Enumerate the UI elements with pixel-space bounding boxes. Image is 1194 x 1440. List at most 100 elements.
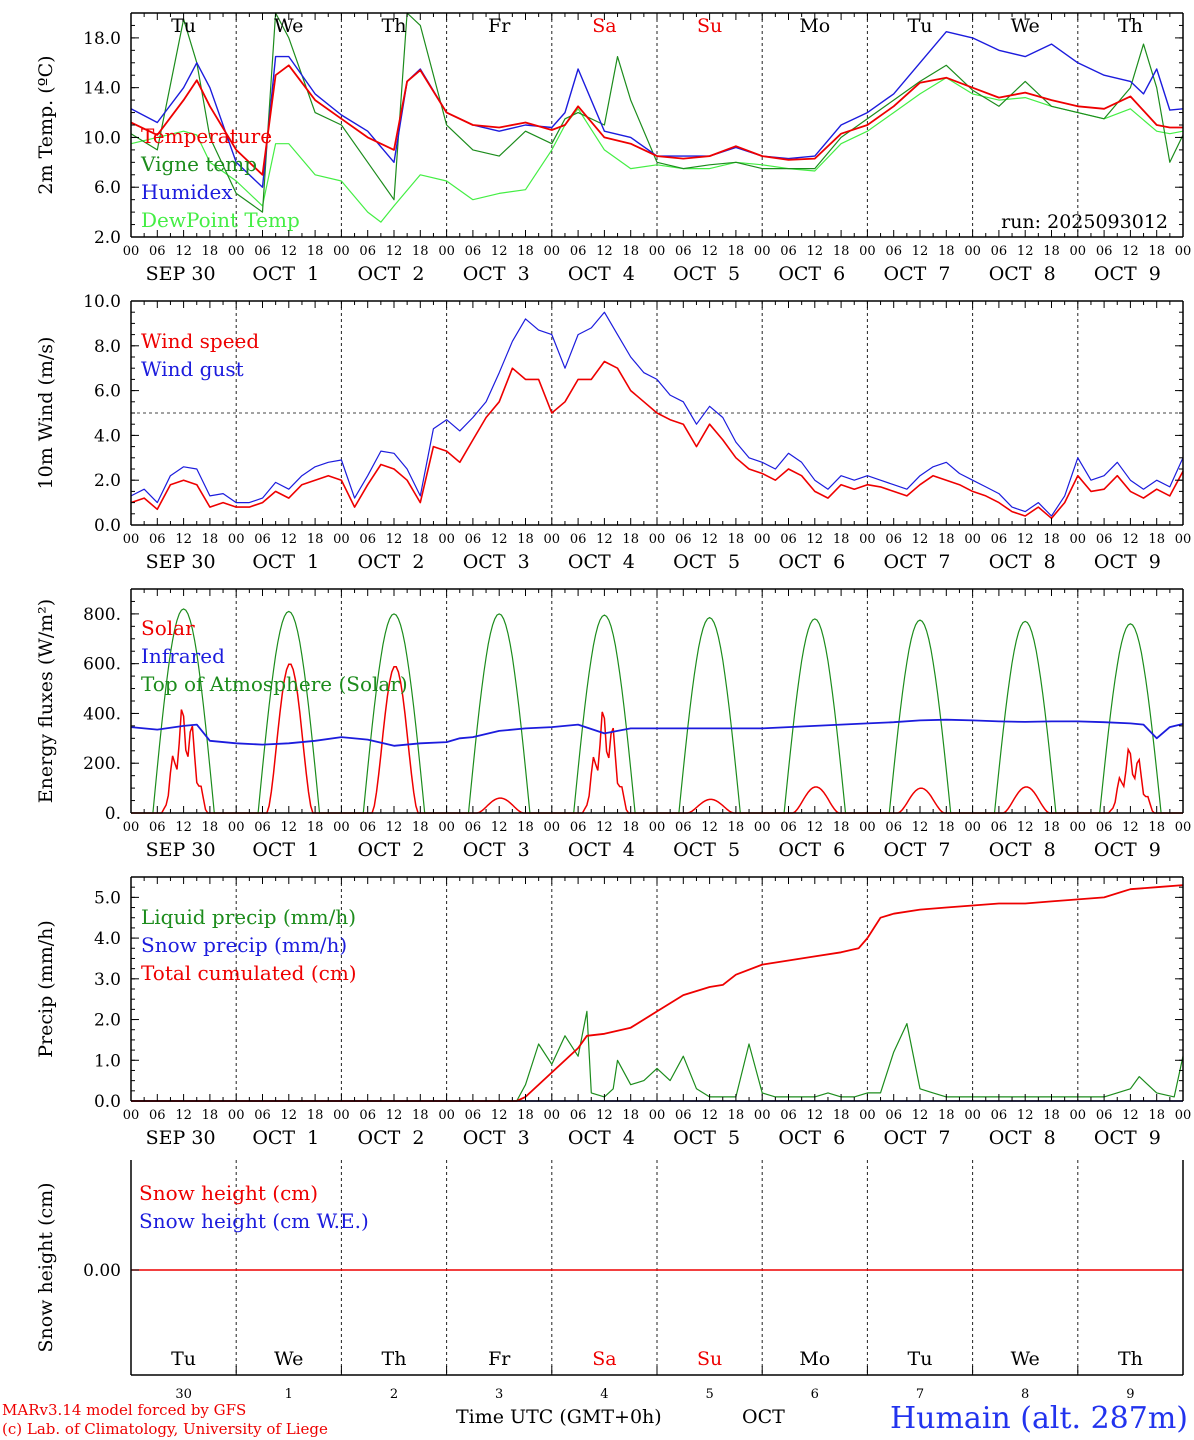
panel-1-hour-label: 06: [991, 244, 1008, 259]
panel-1-hour-label: 12: [281, 244, 298, 259]
series-wind-gust: [130, 311, 1184, 517]
panel-4-hour-label: 00: [1175, 1108, 1192, 1123]
panel-4-hour-label: 06: [465, 1108, 482, 1123]
bottom-day-label: Sa: [592, 1348, 616, 1370]
panel-4-hour-label: 18: [202, 1108, 219, 1123]
series-wind-speed: [130, 360, 1184, 520]
panel-2-legend-2: Wind gust: [141, 357, 244, 381]
bottom-day-number: 4: [600, 1387, 608, 1402]
panel-1-hour-label: 00: [754, 244, 771, 259]
panel-2-hour-label: 12: [386, 532, 403, 547]
panel-2-hour-label: 18: [728, 532, 745, 547]
panel-3-hour-label: 12: [807, 820, 824, 835]
panel-2-date-label: OCT 3: [463, 551, 530, 573]
month-label: OCT: [742, 1406, 785, 1428]
top-day-label: Mo: [799, 15, 830, 37]
panel-3-hour-label: 12: [491, 820, 508, 835]
bottom-day-number: 8: [1021, 1387, 1029, 1402]
panel-2-hour-label: 12: [1122, 532, 1139, 547]
panel-1-y-tick-label: 2.0: [94, 228, 121, 248]
panel-1-date-label: OCT 2: [358, 263, 425, 285]
panel-2-hour-label: 18: [307, 532, 324, 547]
panel-1-date-label: OCT 9: [1094, 263, 1161, 285]
panel-2-date-label: OCT 9: [1094, 551, 1161, 573]
panel-2-hour-label: 00: [649, 532, 666, 547]
panel-2-hour-label: 18: [1043, 532, 1060, 547]
panel-2-y-tick-label: 0.0: [94, 516, 121, 536]
bottom-day-label: We: [1011, 1348, 1040, 1370]
bottom-day-label: Tu: [908, 1348, 933, 1370]
panel-2-date-label: OCT 8: [989, 551, 1056, 573]
frame-layer: [130, 12, 1184, 1376]
panel-3-legend-3: Top of Atmosphere (Solar): [141, 672, 408, 696]
panel-1-hour-label: 06: [675, 244, 692, 259]
panel-2-hour-label: 00: [1175, 532, 1192, 547]
panel-4-hour-label: 18: [622, 1108, 639, 1123]
panel-3-legend-1: Solar: [141, 616, 195, 640]
panel-2-hour-label: 12: [491, 532, 508, 547]
bottom-day-label: Su: [697, 1348, 722, 1370]
panel-1-hour-label: 00: [333, 244, 350, 259]
panel-4-hour-label: 12: [491, 1108, 508, 1123]
panel-1-hour-label: 18: [622, 244, 639, 259]
bottom-day-number: 6: [811, 1387, 819, 1402]
panel-3-hour-label: 12: [281, 820, 298, 835]
bottom-day-number: 1: [285, 1387, 293, 1402]
panel-1-hour-label: 00: [123, 244, 140, 259]
panel-4-hour-label: 18: [833, 1108, 850, 1123]
panel-1-legend-3: Humidex: [141, 180, 233, 204]
panel-3-date-label: OCT 5: [673, 839, 740, 861]
panel-3-date-label: OCT 9: [1094, 839, 1161, 861]
panel-4-hour-label: 18: [412, 1108, 429, 1123]
panel-3-y-tick-label: 200.: [83, 754, 121, 774]
panel-1-hour-label: 12: [386, 244, 403, 259]
panel-4-date-label: OCT 8: [989, 1127, 1056, 1149]
panel-4-hour-label: 18: [938, 1108, 955, 1123]
top-day-label: We: [274, 15, 303, 37]
panel-4-hour-label: 00: [438, 1108, 455, 1123]
panel-1-hour-label: 00: [649, 244, 666, 259]
panel-3-y-tick-label: 800.: [83, 605, 121, 625]
panel-5-y-tick-label: 0.00: [83, 1261, 121, 1281]
series-liquid-precip-mm-h: [131, 1010, 1184, 1102]
panel-1-hour-label: 18: [307, 244, 324, 259]
panel-3-hour-label: 00: [754, 820, 771, 835]
panel-2-hour-label: 00: [964, 532, 981, 547]
panel-1-y-axis-title: 2m Temp. (ºC): [35, 55, 57, 194]
panel-1-date-label: OCT 1: [252, 263, 319, 285]
panel-2-date-label: OCT 6: [778, 551, 845, 573]
panel-4-y-tick-label: 2.0: [94, 1011, 121, 1031]
panel-1-hour-label: 06: [465, 244, 482, 259]
panel-1-hour-label: 00: [228, 244, 245, 259]
panel-1-hour-label: 12: [807, 244, 824, 259]
panel-4-y-axis-title: Precip (mm/h): [35, 920, 57, 1058]
panel-3-date-label: OCT 4: [568, 839, 635, 861]
bottom-day-number: 7: [916, 1387, 924, 1402]
series-temperature: [130, 64, 1183, 176]
panel-3-hour-label: 12: [386, 820, 403, 835]
panel-2-date-label: OCT 7: [884, 551, 951, 573]
panel-3-hour-label: 12: [596, 820, 613, 835]
panel-1-hour-label: 00: [544, 244, 561, 259]
panel-2-hour-label: 12: [596, 532, 613, 547]
panel-2-hour-label: 00: [333, 532, 350, 547]
panel-3-hour-label: 12: [912, 820, 929, 835]
panel-3-hour-label: 06: [254, 820, 271, 835]
credit-line-1: MARv3.14 model forced by GFS: [2, 1401, 246, 1419]
top-day-label: Su: [697, 15, 722, 37]
panel-1-hour-label: 18: [412, 244, 429, 259]
panel-1-hour-label: 18: [1148, 244, 1165, 259]
panel-3-hour-label: 00: [859, 820, 876, 835]
series-humidex: [130, 31, 1184, 188]
top-day-label: Th: [1118, 15, 1143, 37]
panel-2-hour-label: 12: [912, 532, 929, 547]
panel-1-date-label: OCT 7: [884, 263, 951, 285]
panel-4-hour-label: 12: [912, 1108, 929, 1123]
series-total-cumulated-cm: [131, 884, 1184, 1102]
panel-4-hour-label: 18: [307, 1108, 324, 1123]
panel-4-hour-label: 00: [333, 1108, 350, 1123]
bottom-day-label: Th: [382, 1348, 407, 1370]
panel-3-hour-label: 06: [149, 820, 166, 835]
panel-4-hour-label: 12: [281, 1108, 298, 1123]
